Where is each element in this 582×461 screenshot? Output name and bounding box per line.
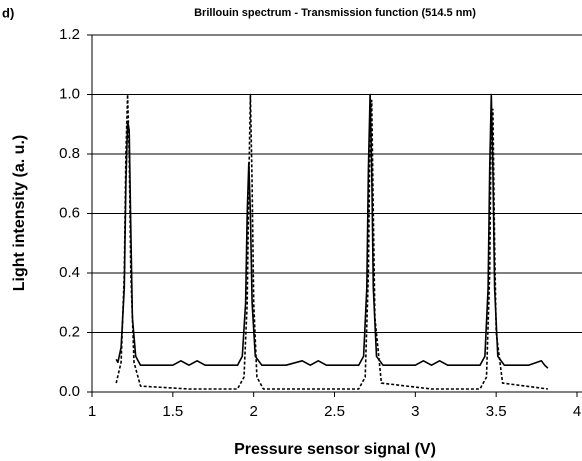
x-axis-label: Pressure sensor signal (V) <box>234 441 436 458</box>
x-tick-label: 1.5 <box>162 403 183 420</box>
y-tick-label: 0.6 <box>59 204 80 221</box>
x-tick-label: 2 <box>249 403 257 420</box>
y-tick-label: 0.2 <box>59 323 80 340</box>
y-tick-label: 0.8 <box>59 145 80 162</box>
x-tick-label: 3 <box>411 403 419 420</box>
panel-label: d) <box>2 5 14 20</box>
series-line <box>115 93 549 369</box>
chart-title: Brillouin spectrum - Transmission functi… <box>194 7 476 19</box>
x-tick-label: 1 <box>88 403 96 420</box>
series-line <box>115 93 549 390</box>
x-tick-label: 4 <box>573 403 581 420</box>
y-tick-label: 1.0 <box>59 85 80 102</box>
y-tick-label: 0.0 <box>59 383 80 400</box>
y-tick-label: 0.4 <box>59 264 80 281</box>
y-tick-label: 1.2 <box>59 26 80 43</box>
y-axis-label: Light intensity (a. u.) <box>11 135 28 291</box>
x-tick-label: 3.5 <box>486 403 507 420</box>
x-tick-label: 2.5 <box>324 403 345 420</box>
